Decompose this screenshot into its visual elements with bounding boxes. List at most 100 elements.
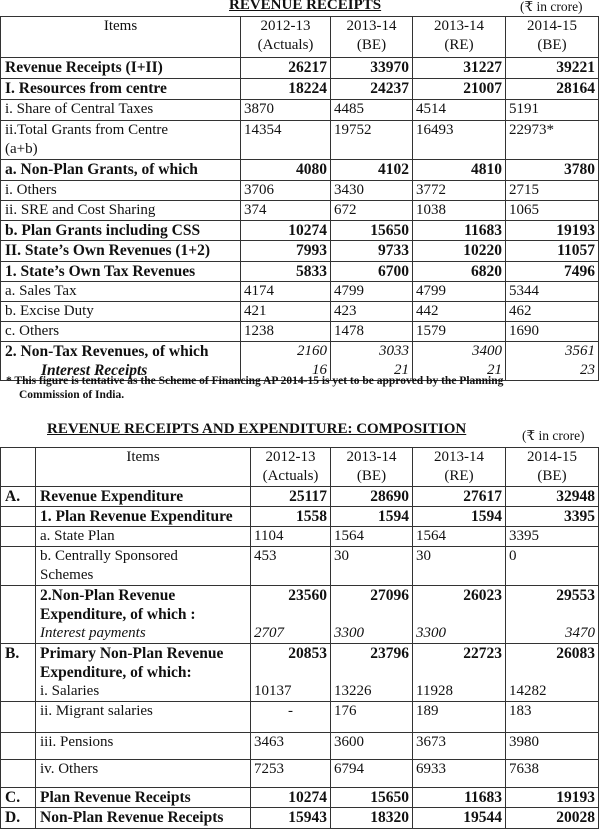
value: 4799: [334, 283, 364, 299]
header-items: Items: [35, 447, 251, 487]
value: 24237: [370, 80, 409, 97]
sub-value: 10137: [254, 683, 292, 699]
value: 23560: [288, 587, 327, 604]
row-letter: D.: [0, 807, 36, 829]
spacer: [509, 605, 595, 624]
value: 26023: [463, 587, 502, 604]
value-cell: 1038: [412, 200, 506, 221]
row-label: 1. State’s Own Tax Revenues: [0, 261, 241, 282]
spacer: [254, 663, 327, 682]
value-cell: 5191: [505, 99, 599, 121]
value: 189: [416, 703, 439, 719]
row-label: 2.Non-Plan Revenue Expenditure, of which…: [35, 585, 251, 644]
value: 15943: [288, 809, 327, 826]
row-label: c. Others: [0, 321, 241, 342]
value-cell: 7496: [505, 261, 599, 282]
value: 3430: [334, 182, 364, 198]
row-letter: B.: [0, 643, 36, 702]
value-cell: 26083 14282: [505, 643, 599, 702]
value-cell: 6794: [330, 759, 413, 788]
value-cell: 176: [330, 701, 413, 733]
row-label-text: b. Plan Grants including CSS: [5, 222, 201, 239]
sub-value: 14282: [509, 683, 547, 699]
footnote-line: * This figure is tentative as the Scheme…: [6, 375, 504, 387]
value-cell: 25117: [250, 486, 331, 507]
value: 6794: [334, 761, 364, 777]
row-label-text: iii. Pensions: [40, 734, 114, 750]
value: -: [288, 703, 293, 719]
row-label: Plan Revenue Receipts: [35, 787, 251, 808]
table-row: b. Excise Duty 421 423 442 462: [0, 301, 599, 322]
value: 28690: [370, 488, 409, 505]
value-cell: 3395: [505, 526, 599, 547]
sub-label: i. Salaries: [40, 683, 100, 699]
table1-unit: (₹ in crore): [520, 0, 583, 14]
value-cell: 462: [505, 301, 599, 322]
value-cell: 4102: [330, 159, 413, 181]
value-cell: 189: [412, 701, 506, 733]
value-cell: 183: [505, 701, 599, 733]
value: 4810: [471, 161, 502, 178]
value: 27617: [463, 488, 502, 505]
row-label-text: 1. Plan Revenue Expenditure: [40, 508, 233, 525]
value: 18320: [370, 809, 409, 826]
sub-value: 2707: [254, 625, 284, 641]
value: 10220: [463, 242, 502, 259]
value: 2715: [509, 182, 539, 198]
value-cell: 29553 3470: [505, 585, 599, 644]
value: 19193: [556, 789, 595, 806]
value-cell: 22723 11928: [412, 643, 506, 702]
value: 39221: [556, 59, 595, 76]
table-row: ii. Migrant salaries - 176 189 183: [0, 701, 599, 733]
value: 6700: [378, 263, 409, 280]
value-cell: 28164: [505, 78, 599, 100]
value-cell: 26217: [240, 57, 331, 79]
value: 3673: [416, 734, 446, 750]
value-cell: 11683: [412, 220, 506, 241]
value: 7496: [564, 263, 595, 280]
value-cell: 1690: [505, 321, 599, 342]
value-cell: 1594: [412, 506, 506, 527]
value: 19193: [556, 222, 595, 239]
value: 7993: [296, 242, 327, 259]
value: 3980: [509, 734, 539, 750]
value: 4514: [416, 101, 446, 117]
sub-label: Interest payments: [40, 625, 146, 641]
value-cell: 6700: [330, 261, 413, 282]
value-cell: 20853 10137: [250, 643, 331, 702]
row-label-text: a. Non-Plan Grants, of which: [5, 161, 198, 178]
table-row: b. Plan Grants including CSS 10274 15650 11…: [0, 220, 599, 241]
value-cell: 15650: [330, 220, 413, 241]
value-cell: 32948: [505, 486, 599, 507]
table1-title: REVENUE RECEIPTS: [229, 0, 382, 13]
row-letter: [0, 585, 36, 644]
value-cell: 19544: [412, 807, 506, 829]
value: 1038: [416, 202, 446, 218]
row-label: iv. Others: [35, 759, 251, 788]
value: 19544: [463, 809, 502, 826]
row-label-text: Plan Revenue Receipts: [40, 789, 191, 806]
value: 1564: [416, 528, 446, 544]
value: 4102: [378, 161, 409, 178]
value-cell: 23796 13226: [330, 643, 413, 702]
value: 15650: [370, 222, 409, 239]
value-cell: 453: [250, 546, 331, 586]
table-row: D. Non-Plan Revenue Receipts 15943 18320 195…: [0, 807, 599, 829]
value-cell: 15650: [330, 787, 413, 808]
value: 33970: [370, 59, 409, 76]
value: 2160: [297, 343, 327, 359]
value: 374: [244, 202, 267, 218]
row-label-text: Revenue Receipts (I+II): [5, 59, 163, 76]
value-cell: 24237: [330, 78, 413, 100]
value-cell: 15943: [250, 807, 331, 829]
value-cell: 6933: [412, 759, 506, 788]
value: 15650: [370, 789, 409, 806]
value: 453: [254, 548, 277, 564]
value: 0: [509, 548, 517, 564]
row-label-text: Primary Non-Plan Revenue Expenditure, of…: [40, 645, 224, 681]
value-cell: 19193: [505, 220, 599, 241]
value-cell: 14354: [240, 120, 331, 160]
spacer: [416, 605, 502, 624]
table2-title: REVENUE RECEIPTS AND EXPENDITURE: COMPOS…: [47, 421, 467, 437]
spacer: [254, 605, 327, 624]
